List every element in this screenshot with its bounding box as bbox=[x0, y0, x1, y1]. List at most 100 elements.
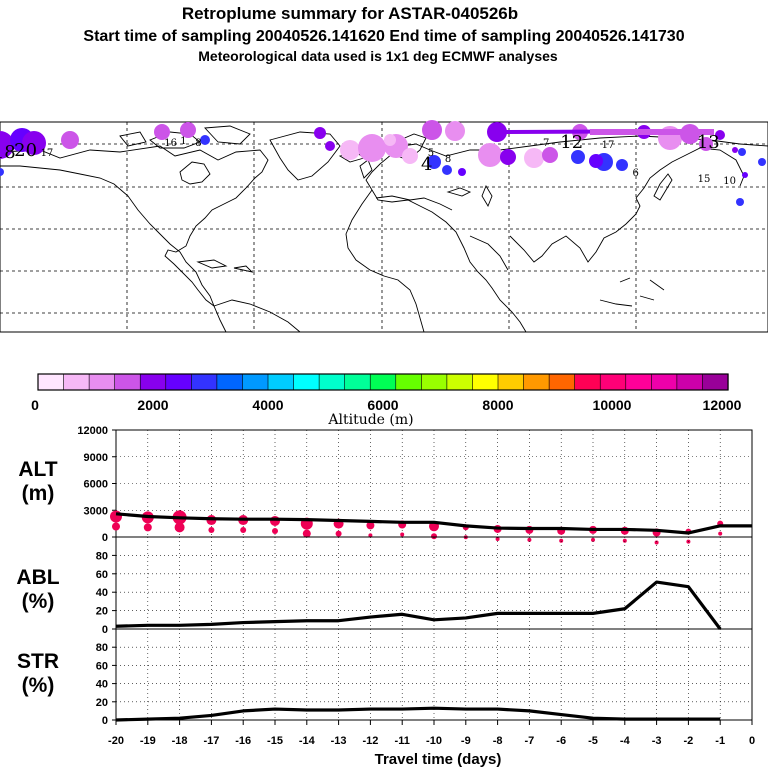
alt-dot bbox=[591, 537, 595, 542]
panel-abl: 0 20 40 60 80 ABL (%) bbox=[16, 536, 753, 636]
y-tick-label: 3000 bbox=[84, 505, 108, 517]
plume-marker bbox=[442, 165, 452, 175]
alt-dot bbox=[110, 510, 122, 523]
x-tick-label: -9 bbox=[461, 735, 471, 747]
title-line-1: Retroplume summary for ASTAR-040526b bbox=[182, 4, 518, 23]
plume-marker bbox=[715, 130, 725, 140]
plume-marker bbox=[589, 154, 603, 168]
coast-south-asia bbox=[469, 197, 641, 271]
y-tick-label: 80 bbox=[96, 550, 108, 562]
map-day-label: 1 bbox=[180, 136, 186, 147]
x-tick-label: -12 bbox=[362, 735, 378, 747]
coast-britain bbox=[359, 159, 373, 179]
map-plume-markers bbox=[0, 120, 766, 206]
colorbar-box bbox=[191, 373, 218, 391]
x-tick-label: -13 bbox=[331, 735, 347, 747]
alt-dot bbox=[559, 538, 564, 543]
map-day-label: 17 bbox=[41, 148, 54, 159]
y-tick-label: 9000 bbox=[84, 452, 108, 464]
x-tick-label: -6 bbox=[556, 735, 566, 747]
colorbar-box bbox=[421, 373, 448, 391]
plume-marker bbox=[200, 135, 210, 145]
alt-dot bbox=[272, 527, 278, 534]
map-day-label: 8 bbox=[195, 138, 201, 149]
coast-indonesia bbox=[599, 277, 665, 307]
alt-dot bbox=[335, 530, 342, 537]
colorbar-box bbox=[702, 373, 729, 391]
map-day-label: 16 bbox=[164, 138, 177, 149]
colorbar-tick-2000: 2000 bbox=[137, 397, 168, 413]
x-tick-label: -16 bbox=[235, 735, 251, 747]
str-unit: (%) bbox=[22, 674, 55, 697]
y-tick-label: 20 bbox=[96, 697, 108, 709]
map-day-label: 12 bbox=[560, 132, 583, 153]
y-tick-label: 60 bbox=[96, 660, 108, 672]
colorbar-box bbox=[574, 373, 601, 391]
x-tick-label: 0 bbox=[749, 735, 755, 747]
colorbar-box bbox=[318, 373, 346, 391]
plume-marker bbox=[616, 159, 628, 171]
coast-south-america bbox=[213, 299, 301, 333]
alt-dot bbox=[302, 529, 311, 538]
series-line-str bbox=[115, 706, 721, 722]
plume-marker bbox=[0, 168, 4, 176]
x-axis-label: Travel time (days) bbox=[375, 751, 502, 768]
colorbar-box bbox=[216, 373, 244, 391]
colorbar-box bbox=[242, 373, 269, 391]
plume-marker bbox=[180, 122, 196, 138]
map-day-label: 15 bbox=[698, 174, 711, 185]
x-tick-label: -3 bbox=[652, 735, 662, 747]
colorbar-box bbox=[114, 373, 141, 391]
x-tick-label: -18 bbox=[172, 735, 188, 747]
x-tick-label: -1 bbox=[715, 735, 725, 747]
plume-marker bbox=[699, 137, 713, 151]
plume-marker bbox=[500, 149, 516, 165]
panel-frame bbox=[115, 628, 753, 721]
map-day-label: 6 bbox=[633, 168, 639, 179]
colorbar-tick-6000: 6000 bbox=[367, 397, 398, 413]
title-line-3: Meteorological data used is 1x1 deg ECMW… bbox=[198, 48, 558, 64]
y-tick-label: 80 bbox=[96, 642, 108, 654]
plume-marker bbox=[22, 131, 46, 155]
alt-dot bbox=[400, 532, 405, 537]
plume-marker bbox=[384, 134, 396, 146]
plume-marker bbox=[758, 158, 766, 166]
x-tick-label: -17 bbox=[203, 735, 219, 747]
plume-marker bbox=[736, 198, 744, 206]
coast-hudson-bay bbox=[179, 161, 211, 185]
colorbar-box bbox=[497, 373, 525, 391]
colorbar-label: Altitude (m) bbox=[327, 412, 413, 428]
map-day-label: 17 bbox=[602, 140, 615, 151]
colorbar-box bbox=[599, 373, 627, 391]
colorbar-tick-8000: 8000 bbox=[482, 397, 513, 413]
colorbar: 0 2000 4000 6000 8000 10000 12000 Altitu… bbox=[31, 373, 742, 428]
y-tick-label: 40 bbox=[96, 587, 108, 599]
alt-dot bbox=[527, 537, 532, 542]
alt-dot bbox=[174, 522, 185, 533]
colorbar-box bbox=[267, 373, 295, 391]
plume-marker bbox=[422, 120, 442, 140]
alt-dot bbox=[366, 521, 375, 530]
colorbar-tick-0: 0 bbox=[31, 397, 39, 413]
panel-alt: 0 3000 6000 9000 12000 ALT (m) bbox=[18, 425, 753, 545]
colorbar-box bbox=[446, 373, 474, 391]
coast-black-sea bbox=[446, 184, 493, 208]
alt-dot bbox=[622, 538, 627, 543]
panel-str: 0 20 40 60 80 STR (%) bbox=[17, 628, 753, 727]
y-tick-label: 20 bbox=[96, 606, 108, 618]
y-tick-label: 60 bbox=[96, 569, 108, 581]
colorbar-box bbox=[293, 373, 320, 391]
colorbar-frame bbox=[37, 373, 729, 391]
colorbar-box bbox=[523, 373, 550, 391]
x-tick-label: -19 bbox=[140, 735, 156, 747]
x-tick-label: -10 bbox=[426, 735, 442, 747]
alt-dot bbox=[431, 533, 437, 540]
colorbar-box bbox=[88, 373, 116, 391]
plume-marker bbox=[325, 141, 335, 151]
map-day-label: 5 bbox=[428, 148, 434, 159]
y-tick-label: 12000 bbox=[77, 425, 108, 437]
alt-dot bbox=[718, 531, 723, 536]
plume-marker bbox=[402, 148, 418, 164]
map-frame bbox=[0, 121, 768, 333]
plume-marker bbox=[445, 121, 465, 141]
